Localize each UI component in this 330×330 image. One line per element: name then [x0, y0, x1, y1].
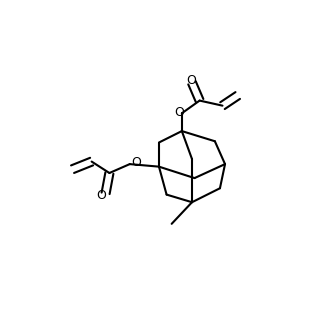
Text: O: O — [174, 106, 184, 119]
Text: O: O — [186, 74, 196, 87]
Text: O: O — [131, 156, 141, 169]
Text: O: O — [96, 189, 106, 202]
